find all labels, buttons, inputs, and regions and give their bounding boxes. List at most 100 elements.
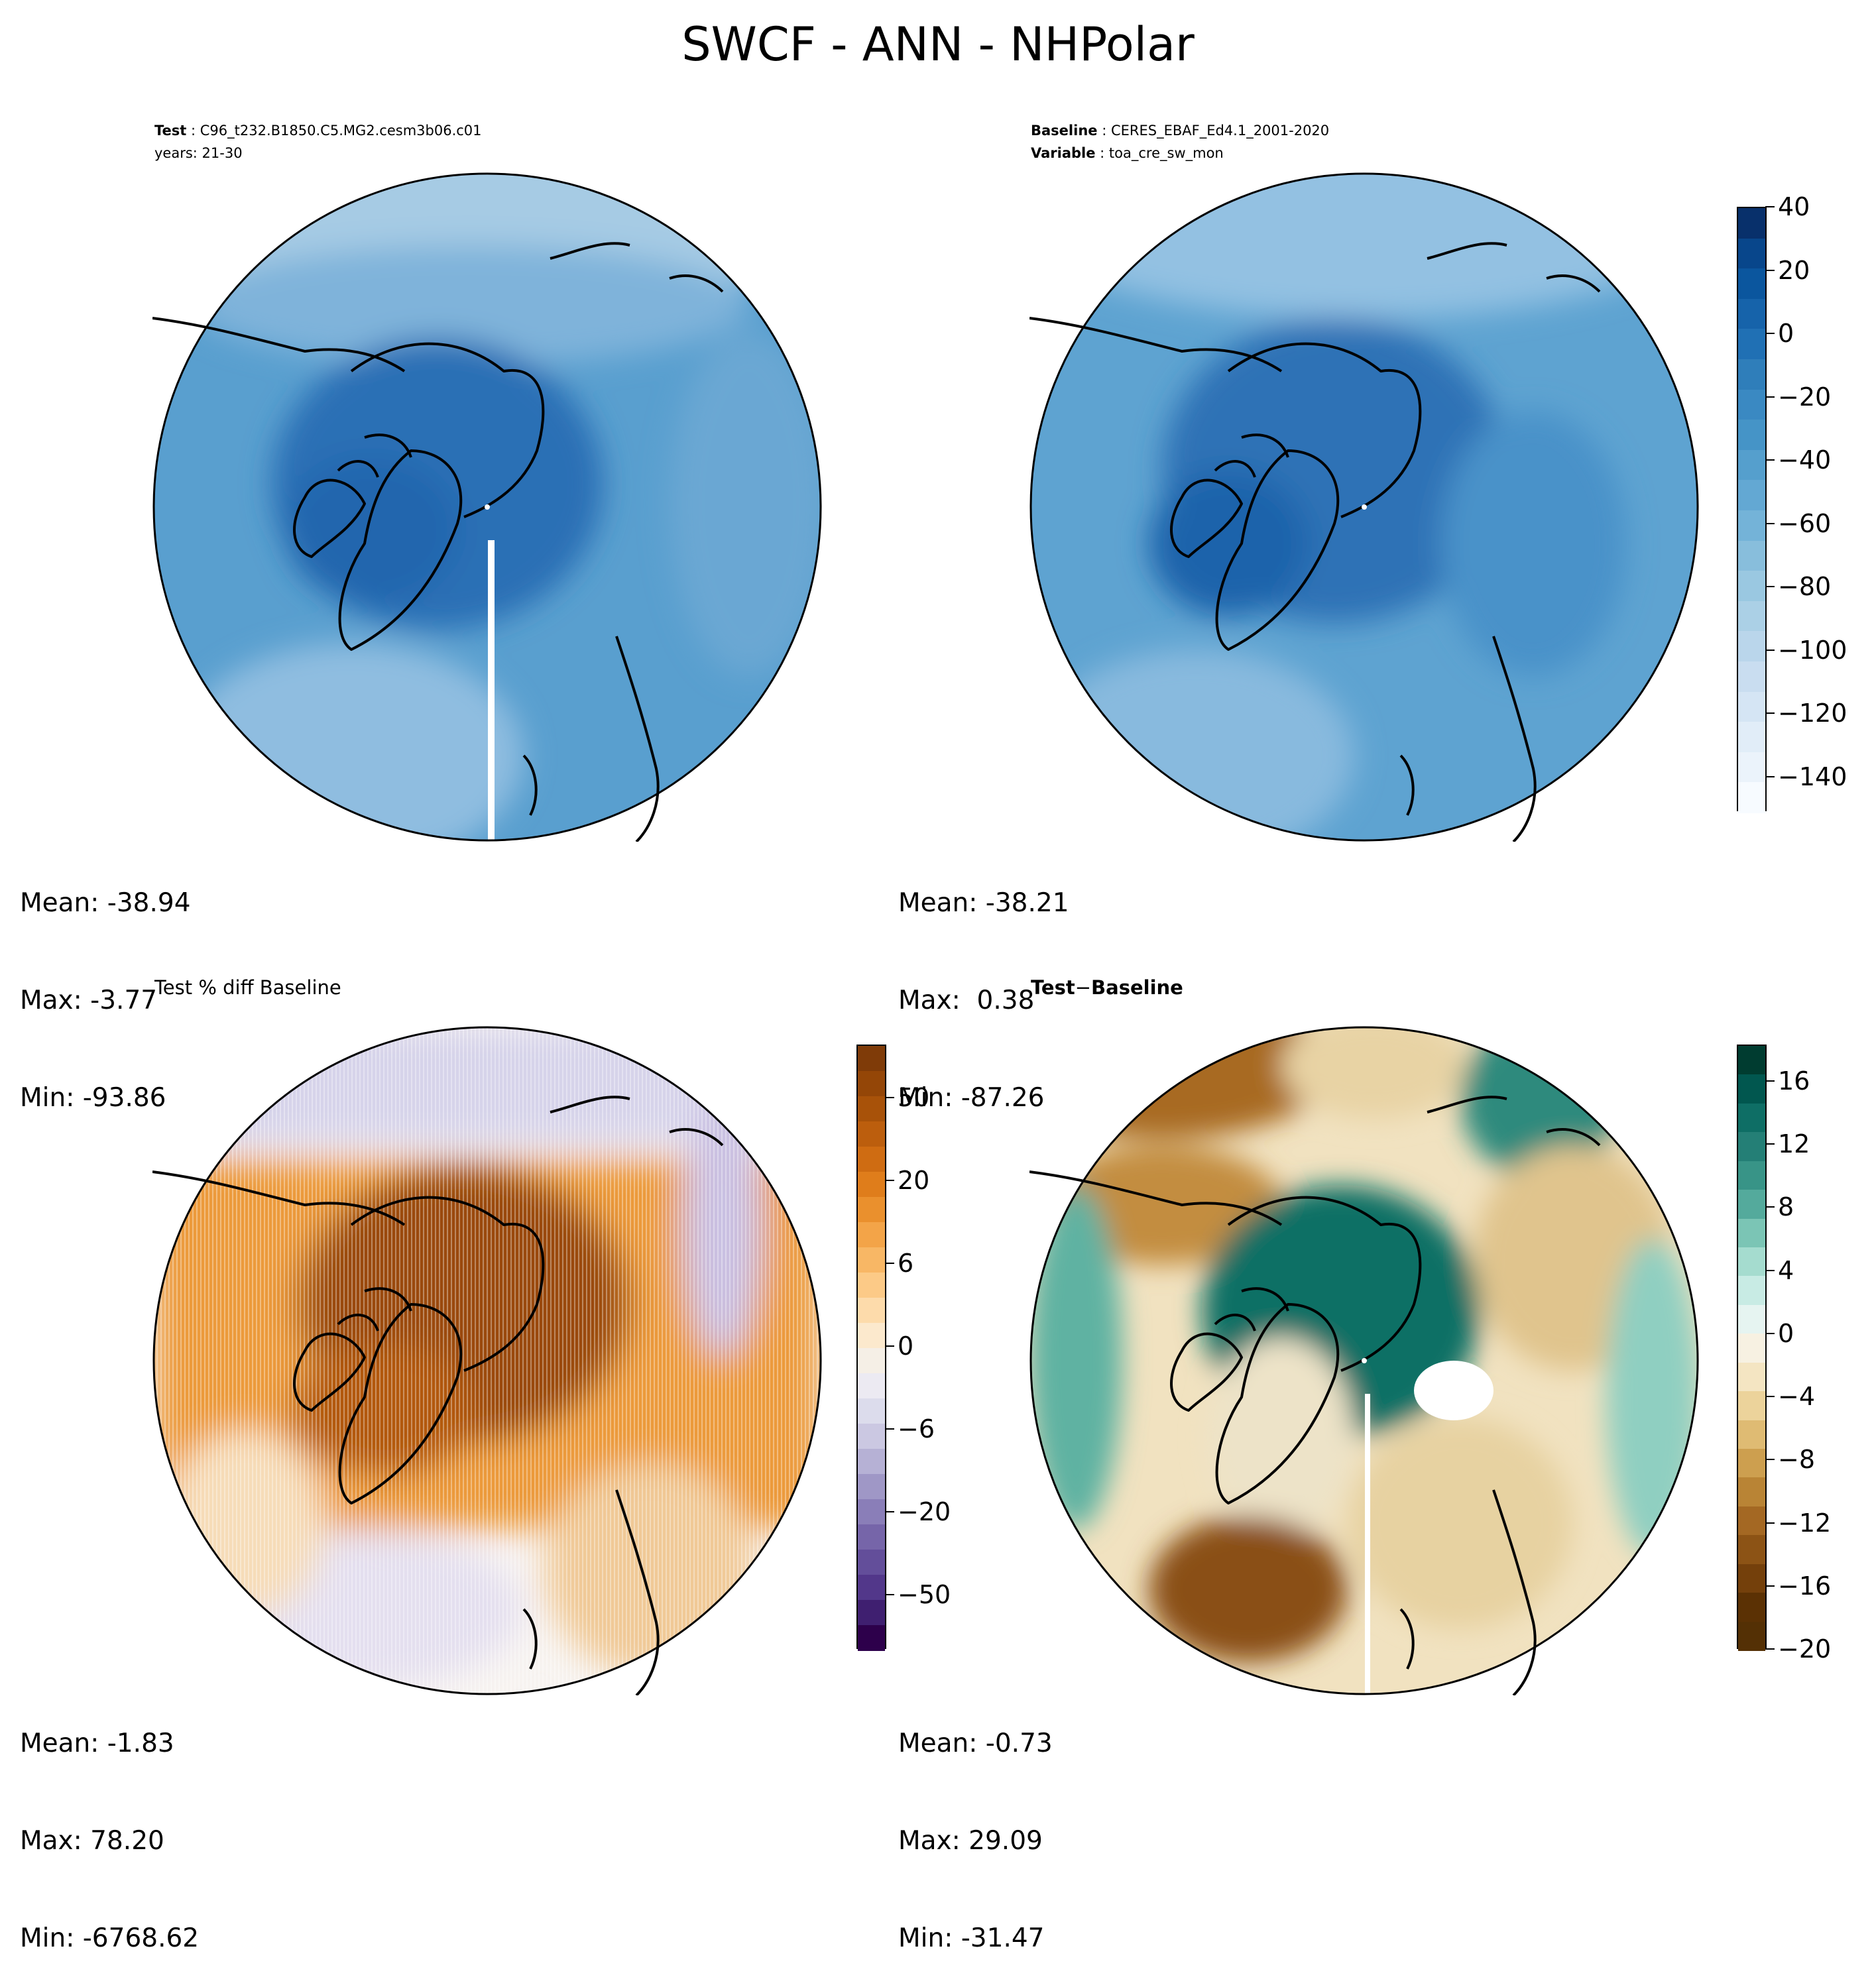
blues-colorbar-tick-label: 0 [1778, 319, 1794, 349]
brbg-colorbar-tick [1765, 1585, 1775, 1587]
brbg-colorbar-tick-label: −20 [1778, 1634, 1832, 1664]
puor-colorbar-band [858, 1096, 885, 1122]
blues-colorbar-band [1738, 540, 1765, 572]
pct-diff-map [152, 1026, 822, 1695]
puor-colorbar-tick [885, 1263, 894, 1264]
puor-colorbar-tick [885, 1097, 894, 1098]
pct-diff-min: Min: -6768.62 [20, 1923, 200, 1953]
baseline-map [1029, 172, 1699, 842]
puor-colorbar-band [858, 1449, 885, 1475]
blues-colorbar-band [1738, 510, 1765, 541]
blues-colorbar-bar [1737, 207, 1767, 813]
diff-title-test: Test [1031, 976, 1075, 999]
blues-colorbar-band [1738, 752, 1765, 783]
blues-colorbar-tick-label: 40 [1778, 192, 1810, 221]
blues-colorbar-band [1738, 571, 1765, 602]
puor-colorbar-tick [885, 1345, 894, 1347]
puor-colorbar-tick [885, 1428, 894, 1430]
puor-colorbar-band [858, 1323, 885, 1349]
brbg-colorbar-band [1738, 1449, 1765, 1479]
blues-colorbar-tick-label: −80 [1778, 572, 1832, 602]
brbg-colorbar-tick [1765, 1143, 1775, 1145]
test-years: years: 21-30 [154, 145, 243, 161]
brbg-colorbar-tick [1765, 1332, 1775, 1334]
brbg-colorbar-band [1738, 1334, 1765, 1363]
pct-diff-title: Test % diff Baseline [154, 976, 341, 999]
blues-colorbar-band [1738, 631, 1765, 662]
blues-colorbar-band [1738, 691, 1765, 723]
diff-map [1029, 1026, 1699, 1695]
puor-colorbar-band [858, 1247, 885, 1273]
blues-colorbar-tick-label: −100 [1778, 635, 1847, 665]
brbg-colorbar-bar [1737, 1045, 1767, 1651]
brbg-colorbar-tick-label: 12 [1778, 1129, 1810, 1159]
brbg-colorbar-band [1738, 1593, 1765, 1622]
baseline-header-key: Baseline [1031, 123, 1098, 139]
blues-colorbar-band [1738, 238, 1765, 270]
puor-colorbar-tick-label: −6 [898, 1414, 935, 1444]
blues-colorbar-tick [1765, 522, 1775, 524]
puor-colorbar-band [858, 1398, 885, 1424]
brbg-colorbar-tick-label: −16 [1778, 1571, 1832, 1601]
puor-colorbar-tick-label: 0 [898, 1332, 914, 1361]
puor-colorbar-tick-label: 6 [898, 1249, 914, 1278]
test-max: Max: -3.77 [20, 986, 158, 1015]
puor-colorbar-bar [856, 1045, 886, 1651]
puor-colorbar-band [858, 1575, 885, 1601]
blues-colorbar-band [1738, 480, 1765, 511]
brbg-colorbar-tick [1765, 1206, 1775, 1208]
diff-stats: Mean: -0.73 Max: 29.09 Min: -31.47 [898, 1662, 1053, 1987]
brbg-colorbar-tick-label: 4 [1778, 1255, 1794, 1285]
puor-colorbar-band [858, 1273, 885, 1298]
variable-name: toa_cre_sw_mon [1108, 145, 1224, 161]
brbg-colorbar-band [1738, 1276, 1765, 1306]
brbg-colorbar-band [1738, 1477, 1765, 1507]
test-min: Min: -93.86 [20, 1083, 166, 1113]
puor-colorbar-tick-label: −50 [898, 1580, 951, 1609]
blues-colorbar-band [1738, 420, 1765, 451]
puor-colorbar-band [858, 1147, 885, 1172]
baseline-stats: Mean: -38.21 Max: 0.38 Min: -87.26 [898, 822, 1069, 1147]
blues-colorbar-tick [1765, 776, 1775, 777]
blues-colorbar-band [1738, 600, 1765, 632]
baseline-case-name: CERES_EBAF_Ed4.1_2001-2020 [1110, 123, 1330, 139]
brbg-colorbar-tick-label: 8 [1778, 1192, 1794, 1222]
baseline-header: Baseline : CERES_EBAF_Ed4.1_2001-2020 Va… [1031, 123, 1330, 161]
puor-colorbar-tick [885, 1180, 894, 1181]
test-header: Test : C96_t232.B1850.C5.MG2.cesm3b06.c0… [154, 119, 482, 164]
brbg-colorbar-band [1738, 1247, 1765, 1277]
puor-colorbar-band [858, 1474, 885, 1500]
pct-diff-mean: Mean: -1.83 [20, 1729, 174, 1758]
figure-title: SWCF - ANN - NHPolar [681, 17, 1195, 72]
blues-colorbar-band [1738, 389, 1765, 421]
blues-colorbar-tick [1765, 396, 1775, 398]
brbg-colorbar-band [1738, 1190, 1765, 1220]
puor-colorbar-band [858, 1524, 885, 1550]
puor-colorbar-band [858, 1121, 885, 1147]
diff-title: Test−Baseline [1031, 974, 1183, 1001]
blues-colorbar-tick-label: −40 [1778, 445, 1832, 475]
blues-colorbar-tick-label: −20 [1778, 382, 1832, 412]
test-map [152, 172, 822, 842]
puor-colorbar-band [858, 1222, 885, 1248]
blues-colorbar-tick-label: −140 [1778, 762, 1847, 791]
brbg-colorbar-band [1738, 1161, 1765, 1191]
blues-colorbar-band [1738, 782, 1765, 813]
test-stats: Mean: -38.94 Max: -3.77 Min: -93.86 [20, 822, 191, 1147]
test-mean: Mean: -38.94 [20, 888, 191, 918]
blues-colorbar-tick-label: 20 [1778, 255, 1810, 285]
puor-colorbar-tick [885, 1594, 894, 1595]
blues-colorbar-tick [1765, 712, 1775, 714]
brbg-colorbar-tick [1765, 1396, 1775, 1398]
variable-header-key: Variable [1031, 145, 1096, 161]
blues-colorbar-band [1738, 268, 1765, 300]
puor-colorbar-band [858, 1348, 885, 1374]
puor-colorbar-band [858, 1046, 885, 1072]
blues-colorbar-tick [1765, 459, 1775, 461]
diff-min: Min: -31.47 [898, 1923, 1045, 1953]
puor-colorbar-band [858, 1071, 885, 1097]
puor-colorbar-tick-label: −20 [898, 1497, 951, 1526]
brbg-colorbar-tick-label: −8 [1778, 1445, 1816, 1475]
brbg-colorbar-band [1738, 1218, 1765, 1248]
blues-colorbar-band [1738, 359, 1765, 390]
